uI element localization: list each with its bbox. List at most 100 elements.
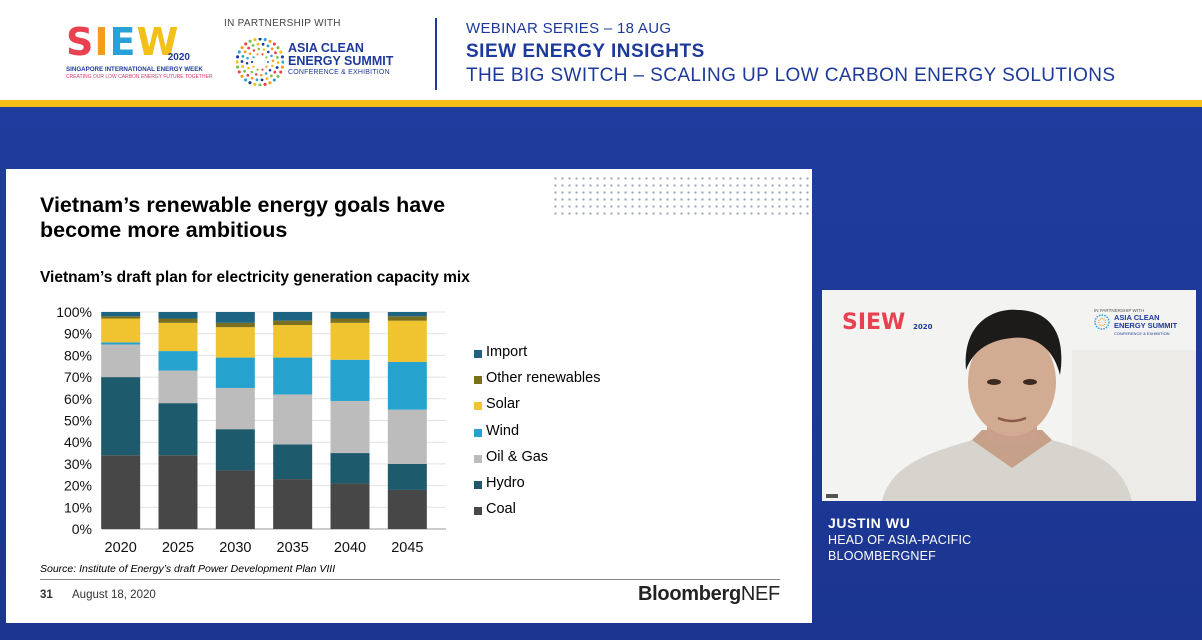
acs-logo-dot	[250, 60, 254, 64]
bar-segment-hydro	[158, 403, 198, 456]
bar-segment-solar	[101, 318, 141, 343]
acs-logo-dot	[253, 82, 257, 86]
acs-logo-dot	[268, 81, 272, 85]
y-tick-label: 40%	[64, 434, 92, 450]
bar-segment-other-renewables	[158, 318, 198, 323]
y-tick-label: 10%	[64, 499, 92, 515]
bar-segment-wind	[387, 361, 427, 410]
x-tick-label: 2045	[391, 540, 423, 556]
speaker-role: HEAD OF ASIA-PACIFIC	[828, 533, 972, 547]
x-tick-label: 2040	[334, 540, 366, 556]
legend-swatch	[474, 376, 482, 385]
bar-segment-hydro	[330, 453, 370, 484]
chart-title: Vietnam’s draft plan for electricity gen…	[40, 269, 470, 286]
acs-line2: ENERGY SUMMIT	[288, 54, 394, 68]
bar-segment-oil-gas	[158, 370, 198, 404]
acs-logo-dot	[271, 64, 274, 68]
legend-swatch	[474, 428, 482, 437]
acs-logo-dot	[256, 42, 260, 46]
acs-line3: CONFERENCE & EXHIBITION	[288, 69, 390, 76]
y-tick-label: 70%	[64, 369, 92, 385]
acs-logo-dot	[279, 70, 283, 74]
speaker-video-feed[interactable]: SIEW 2020 IN PARTNERSHIP WITH ASIA CLEAN…	[822, 290, 1196, 501]
acs-logo-dot	[272, 42, 276, 46]
acs-logo-dot	[247, 46, 251, 50]
acs-logo-dot	[271, 59, 275, 63]
slide-title: Vietnam’s renewable energy goals have be…	[40, 193, 446, 242]
acs-logo-dot	[280, 55, 284, 59]
acs-logo-dot	[273, 70, 277, 74]
dot-pattern-decoration	[552, 175, 810, 217]
acs-logo-dot	[262, 48, 266, 51]
legend-label: Other renewables	[486, 370, 601, 387]
acs-logo-dot	[260, 78, 264, 82]
bar-segment-wind	[158, 351, 198, 371]
acs-logo-dot	[237, 70, 241, 74]
session-title: THE BIG SWITCH – SCALING UP LOW CARBON E…	[466, 65, 1116, 86]
capacity-mix-chart: 0% 10% 20% 30% 40% 50% 60% 70% 80% 90% 100% 2020 202…	[56, 304, 446, 556]
acs-logo-dot	[265, 56, 268, 59]
header-divider	[435, 18, 437, 90]
siew-logo: SIEW 2020 SINGAPORE INTERNATIONAL ENERGY…	[66, 20, 213, 86]
webinar-series-label: WEBINAR SERIES – 18 AUG	[466, 20, 672, 37]
acs-logo-dot	[251, 44, 255, 47]
acs-logo-dot	[256, 68, 259, 71]
y-tick-label: 100%	[56, 304, 92, 320]
legend-swatch	[474, 480, 482, 489]
bar-segment-import	[215, 312, 255, 323]
acs-logo-dot	[258, 83, 262, 86]
bar-segment-other-renewables	[387, 316, 427, 321]
legend-label: Hydro	[486, 474, 525, 491]
speaker-organization: BLOOMBERGNEF	[828, 549, 936, 563]
acs-logo-dot	[241, 65, 244, 68]
acs-logo-dot	[267, 50, 270, 54]
bar-segment-solar	[215, 327, 255, 358]
video-siew-year: 2020	[913, 323, 933, 331]
slide-date: August 18, 2020	[72, 589, 156, 601]
video-acs-icon	[1094, 314, 1110, 330]
acs-logo-dot	[269, 74, 273, 78]
acs-logo-dot	[245, 61, 249, 65]
siew-letter-s: S	[66, 20, 95, 64]
video-acs-line2: ENERGY SUMMIT	[1114, 321, 1178, 330]
bar-segment-import	[330, 312, 370, 319]
video-siew-logo: SIEW 2020	[842, 310, 932, 335]
acs-logo-dot	[281, 60, 284, 64]
chart-source: Source: Institute of Energy’s draft Powe…	[40, 563, 336, 575]
bar-segment-other-renewables	[273, 320, 313, 326]
legend-label: Import	[486, 344, 528, 360]
video-partner-label: IN PARTNERSHIP WITH	[1094, 308, 1145, 313]
acs-logo-dot	[248, 81, 252, 85]
acs-logo-dot	[248, 39, 252, 43]
bar-segment-solar	[158, 322, 198, 352]
acs-logo-dot	[254, 73, 258, 76]
acs-logo-dot	[261, 68, 264, 71]
acs-logo-dot	[276, 56, 279, 59]
acs-logo-dot	[256, 53, 259, 56]
acs-logo-dot	[244, 42, 248, 46]
bloombergnef-logo: BloombergNEF	[638, 583, 780, 606]
bar-segment-coal	[273, 479, 313, 529]
bar-segment-coal	[101, 455, 141, 529]
siew-letter-w: W	[136, 20, 180, 64]
bar-segment-import	[387, 312, 427, 317]
acs-logo-dot	[250, 70, 253, 74]
speaker-video-image	[822, 290, 1196, 501]
acs-logo-dot	[279, 50, 283, 54]
acs-logo-dot	[280, 65, 284, 69]
bar-segment-hydro	[387, 463, 427, 490]
acs-logo-dot	[240, 60, 244, 63]
acs-logo-dot	[244, 78, 248, 82]
bar-segment-solar	[387, 320, 427, 362]
x-tick-label: 2025	[162, 540, 194, 556]
legend-swatch	[474, 507, 482, 516]
acs-logo-dot	[276, 46, 280, 50]
acs-logo-dot	[263, 82, 267, 86]
bar-segment-other-renewables	[101, 316, 141, 319]
bnef-bold: Bloomberg	[638, 583, 741, 605]
webinar-header: SIEW 2020 SINGAPORE INTERNATIONAL ENERGY…	[0, 0, 1202, 100]
y-tick-label: 90%	[64, 326, 92, 342]
bar-segment-oil-gas	[330, 400, 370, 454]
siew-logo-subtitle: SINGAPORE INTERNATIONAL ENERGY WEEK	[66, 66, 203, 73]
asia-clean-energy-summit-logo: ASIA CLEAN ENERGY SUMMIT CONFERENCE & EX…	[288, 42, 393, 77]
